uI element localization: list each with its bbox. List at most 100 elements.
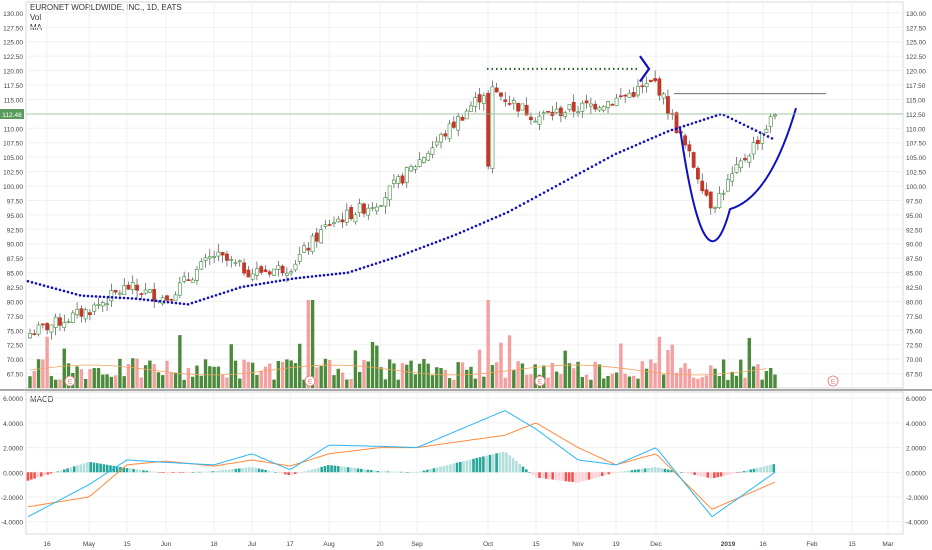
candle-body <box>118 292 122 295</box>
volume-ma-line <box>29 364 767 376</box>
price-tick-left: 120.00 <box>3 69 23 76</box>
candle-body <box>434 141 439 146</box>
volume-bar <box>567 363 572 388</box>
ma-dot <box>314 274 318 278</box>
volume-bar <box>443 369 448 388</box>
candle-body <box>357 203 362 213</box>
candle-body <box>366 207 371 216</box>
price-tick-right: 80.00 <box>906 299 923 306</box>
price-tick-right: 110.00 <box>906 126 926 133</box>
volume-bar <box>614 372 619 388</box>
volume-bar <box>49 376 54 388</box>
candle-body <box>383 197 388 207</box>
macd-histogram-bar <box>99 463 102 473</box>
candle-body <box>336 218 341 223</box>
volume-bar <box>584 374 589 388</box>
ma-dot <box>726 115 730 119</box>
candle-body <box>88 312 92 316</box>
ma-dot <box>130 297 134 300</box>
ma-dot <box>226 290 230 293</box>
volume-bar <box>156 372 161 388</box>
volume-bar <box>769 367 773 388</box>
volume-bar <box>743 377 747 388</box>
macd-histogram-bar <box>132 468 135 473</box>
volume-bar <box>88 369 92 388</box>
macd-indicator-label[interactable]: MACD <box>30 395 54 404</box>
volume-bar <box>619 343 623 388</box>
macd-histogram-bar <box>165 472 168 474</box>
candle-body <box>387 185 392 201</box>
ma-dot <box>590 165 594 168</box>
macd-histogram-bar <box>43 472 46 476</box>
ma-dot <box>298 276 302 280</box>
candle-body <box>229 259 234 261</box>
macd-histogram-bar <box>640 468 644 473</box>
candle-body <box>340 219 345 223</box>
ma-dot <box>674 127 678 130</box>
candle-body <box>618 95 623 98</box>
candle-body <box>481 95 486 104</box>
volume-bar <box>426 363 430 388</box>
macd-histogram-bar <box>224 469 228 473</box>
price-tick-right: 90.00 <box>906 242 923 249</box>
candle-body <box>417 159 422 167</box>
ma-dot <box>494 215 498 219</box>
ma-dot <box>62 289 66 293</box>
candle-body <box>190 279 195 283</box>
macd-histogram-bar <box>294 472 297 474</box>
ma-dot <box>238 286 242 289</box>
macd-histogram-bar <box>195 471 198 473</box>
macd-histogram-bar <box>148 471 152 473</box>
macd-histogram-bar <box>551 472 554 480</box>
macd-histogram-bar <box>363 469 366 473</box>
macd-histogram-bar <box>699 472 703 477</box>
candle-body <box>173 294 178 301</box>
candle-body <box>507 103 512 105</box>
volume-bar <box>640 361 644 388</box>
macd-histogram-bar <box>617 471 620 473</box>
macd-histogram-bar <box>561 472 564 481</box>
macd-histogram-bar <box>393 471 396 473</box>
candle-body <box>610 104 615 106</box>
volume-bar <box>409 360 413 388</box>
ma-dot <box>658 133 662 137</box>
volume-bar <box>182 379 186 388</box>
candle-body <box>246 269 251 278</box>
candle-body <box>704 189 709 196</box>
volume-bar <box>186 368 191 388</box>
macd-histogram-bar <box>769 464 772 473</box>
macd-tick-left: -4.0000 <box>1 520 23 527</box>
ma-dot <box>694 120 698 124</box>
candle-body <box>691 152 696 168</box>
ma-dot <box>434 240 438 244</box>
candle-body <box>135 284 139 291</box>
candle-body <box>130 282 135 290</box>
candle-body <box>674 112 679 134</box>
ma-dot <box>162 300 166 304</box>
vol-indicator-label[interactable]: Vol <box>30 13 42 22</box>
ma-dot <box>194 300 198 304</box>
candle-body <box>113 289 118 293</box>
macd-histogram-bar <box>33 472 36 479</box>
price-tick-left: 130.00 <box>3 11 23 18</box>
volume-bar <box>597 364 602 388</box>
candle-body <box>272 268 276 276</box>
candle-body <box>640 85 645 88</box>
ma-dot <box>86 294 90 298</box>
candle-body <box>606 101 610 108</box>
ma-dot <box>210 295 214 298</box>
macd-histogram-bar <box>459 461 462 473</box>
candle-body <box>559 107 563 117</box>
ma-dot <box>370 263 374 267</box>
macd-histogram-bar <box>558 472 561 481</box>
candle-body <box>644 83 649 88</box>
ma-dot <box>546 189 550 192</box>
candle-body <box>177 282 182 296</box>
macd-histogram-bar <box>389 471 393 473</box>
volume-bar <box>726 379 730 388</box>
macd-histogram-bar <box>749 469 752 473</box>
candle-body <box>349 207 354 220</box>
macd-histogram-bar <box>105 464 109 473</box>
ma-dot <box>738 121 742 125</box>
